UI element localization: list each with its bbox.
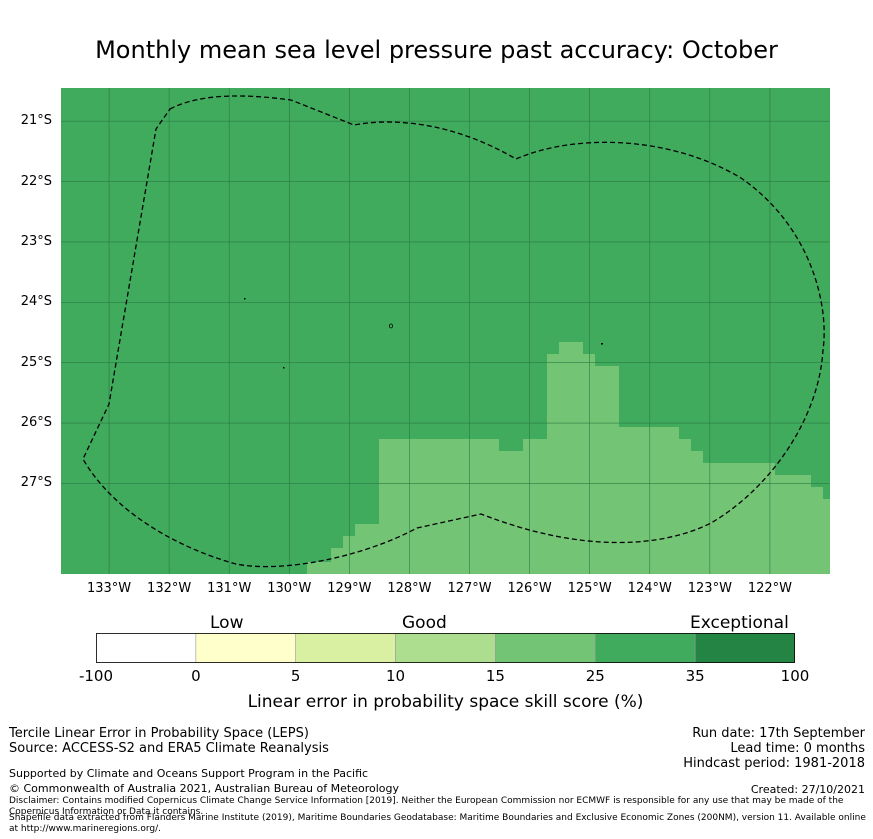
longitude-label: 125°W — [567, 581, 612, 596]
longitude-label: 132°W — [147, 581, 192, 596]
colorbar-tick-label: 15 — [485, 667, 505, 685]
eez-boundary — [82, 95, 825, 568]
legend-category-good: Good — [402, 613, 447, 633]
colorbar-segment — [195, 633, 297, 663]
footer-run-date: Run date: 17th September — [692, 726, 865, 741]
footer-disclaimer: Disclaimer: Contains modified Copernicus… — [9, 796, 844, 817]
latitude-label: 26°S — [20, 415, 52, 431]
longitude-label: 122°W — [747, 581, 792, 596]
colorbar-tick-label: 0 — [191, 667, 201, 685]
colorbar-segment — [96, 633, 197, 663]
footer-lead-time: Lead time: 0 months — [730, 741, 865, 756]
footer-support: Supported by Climate and Oceans Support … — [9, 767, 369, 780]
colorbar-tick-label: 35 — [685, 667, 705, 685]
colorbar-outline — [96, 633, 795, 663]
colorbar-tick-label: 5 — [290, 667, 301, 685]
footer-copyright: © Commonwealth of Australia 2021, Austra… — [9, 782, 399, 795]
skill-region-15-25 — [307, 342, 830, 574]
colorbar-segment — [395, 633, 496, 663]
latitude-label: 25°S — [20, 354, 52, 370]
longitude-label: 129°W — [327, 581, 372, 596]
island-markers — [244, 298, 603, 369]
footer-shapefile-credit: Shapefile data extracted from Flanders M… — [9, 813, 866, 834]
colorbar-segment — [694, 633, 795, 663]
footer-method: Tercile Linear Error in Probability Spac… — [9, 726, 309, 741]
colorbar-tick-label: -100 — [78, 667, 114, 685]
longitude-label: 123°W — [687, 581, 732, 596]
skill-map — [61, 88, 830, 574]
latitude-label: 27°S — [20, 475, 52, 491]
colorbar-segment — [295, 633, 396, 663]
longitude-label: 131°W — [207, 581, 252, 596]
legend-category-low: Low — [210, 613, 244, 633]
longitude-label: 126°W — [507, 581, 552, 596]
graticule — [61, 88, 830, 574]
latitude-label: 24°S — [20, 294, 52, 310]
colorbar-segment — [594, 633, 696, 663]
colorbar-tick-label: 10 — [386, 667, 406, 685]
longitude-label: 130°W — [267, 581, 312, 596]
longitude-label: 124°W — [627, 581, 672, 596]
colorbar-tick-label: 25 — [585, 667, 605, 685]
latitude-label: 21°S — [20, 113, 52, 129]
footer-source: Source: ACCESS-S2 and ERA5 Climate Reana… — [9, 741, 329, 756]
footer-created: Created: 27/10/2021 — [750, 783, 865, 796]
footer-hindcast-period: Hindcast period: 1981-2018 — [683, 756, 865, 771]
colorbar-tick-label: 100 — [780, 667, 810, 685]
colorbar — [96, 633, 795, 663]
longitude-label: 133°W — [86, 581, 132, 596]
longitude-label: 128°W — [387, 581, 432, 596]
colorbar-label: Linear error in probability space skill … — [247, 692, 644, 712]
latitude-label: 23°S — [20, 233, 52, 249]
colorbar-segment — [495, 633, 596, 663]
chart-title: Monthly mean sea level pressure past acc… — [95, 36, 778, 64]
longitude-label: 127°W — [447, 581, 492, 596]
legend-category-exceptional: Exceptional — [690, 613, 789, 633]
latitude-label: 22°S — [20, 173, 52, 189]
